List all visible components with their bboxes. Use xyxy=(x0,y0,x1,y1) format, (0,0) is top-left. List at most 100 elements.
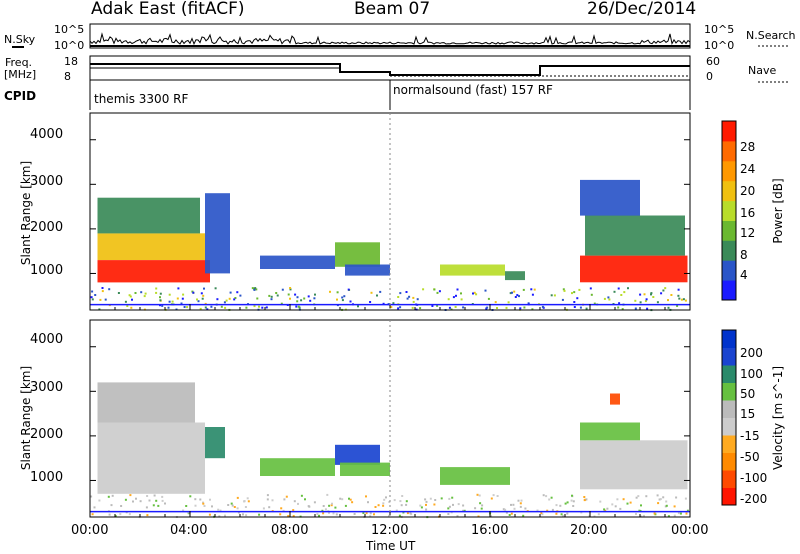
power-speckle xyxy=(473,291,476,294)
power-speckle xyxy=(159,292,162,295)
velocity-colorbar-cell xyxy=(722,365,736,383)
velocity-speckle xyxy=(318,514,320,517)
power-speckle xyxy=(682,298,685,301)
power-cb-tick-4: 4 xyxy=(740,268,748,282)
power-speckle xyxy=(634,307,637,310)
velocity-speckle xyxy=(566,501,569,504)
velocity-speckle xyxy=(657,502,660,505)
velocity-speckle xyxy=(659,498,662,501)
power-speckle xyxy=(456,288,459,291)
velocity-speckle xyxy=(194,504,197,507)
velocity-speckle xyxy=(268,506,271,509)
power-speckle xyxy=(98,308,101,311)
velocity-speckle xyxy=(283,498,286,501)
power-speckle xyxy=(511,291,513,294)
velocity-cb-tick-15: 15 xyxy=(740,407,756,421)
velocity-speckle xyxy=(132,500,134,503)
power-speckle xyxy=(108,288,111,291)
velocity-region-6 xyxy=(440,467,510,485)
power-speckle xyxy=(585,307,588,310)
velocity-speckle xyxy=(604,509,607,512)
power-speckle xyxy=(254,287,257,290)
power-region-6 xyxy=(345,264,390,276)
velocity-colorbar-cell xyxy=(722,400,736,418)
velocity-speckle xyxy=(322,505,325,507)
power-speckle xyxy=(571,292,573,295)
velocity-speckle xyxy=(328,511,330,514)
velocity-speckle xyxy=(540,511,543,514)
power-speckle xyxy=(397,307,400,310)
power-speckle xyxy=(168,300,171,303)
power-speckle xyxy=(680,298,683,301)
velocity-speckle xyxy=(367,501,369,504)
velocity-speckle xyxy=(244,506,247,508)
velocity-speckle xyxy=(230,502,233,505)
velocity-speckle xyxy=(199,498,202,501)
velocity-colorbar-label: Velocity [m s^-1] xyxy=(771,365,785,471)
power-speckle xyxy=(126,305,129,307)
velocity-speckle xyxy=(202,502,205,505)
power-cb-tick-24: 24 xyxy=(740,162,756,176)
power-y-axis-label: Slant Range [km] xyxy=(19,160,33,266)
velocity-speckle xyxy=(546,509,549,512)
velocity-speckle xyxy=(684,497,687,500)
power-speckle xyxy=(216,298,219,301)
velocity-speckle xyxy=(406,512,409,515)
velocity-speckle xyxy=(673,514,676,517)
velocity-speckle xyxy=(182,509,185,512)
velocity-y-tick-1000: 1000 xyxy=(30,470,64,485)
power-speckle xyxy=(406,297,409,300)
velocity-speckle xyxy=(585,498,588,501)
power-speckle xyxy=(236,291,239,294)
velocity-speckle xyxy=(434,499,437,501)
power-region-8 xyxy=(505,271,525,281)
power-speckle xyxy=(448,306,451,309)
velocity-colorbar-cell xyxy=(722,382,736,401)
velocity-speckle xyxy=(635,513,637,515)
velocity-speckle xyxy=(148,499,151,502)
velocity-speckle xyxy=(555,512,558,515)
power-speckle xyxy=(613,290,616,293)
velocity-speckle xyxy=(448,497,451,500)
power-speckle xyxy=(639,293,642,296)
velocity-speckle xyxy=(335,513,338,516)
velocity-speckle xyxy=(227,504,230,506)
power-speckle xyxy=(523,306,526,309)
power-speckle xyxy=(239,294,242,297)
power-speckle xyxy=(253,288,256,291)
power-speckle xyxy=(645,298,648,301)
velocity-speckle xyxy=(583,496,586,498)
power-speckle xyxy=(486,306,489,309)
velocity-speckle xyxy=(425,503,427,506)
velocity-speckle xyxy=(388,501,391,503)
date-title: 26/Dec/2014 xyxy=(587,0,697,19)
freq-tick-top: 18 xyxy=(64,55,78,68)
velocity-colorbar-cell xyxy=(722,487,736,506)
velocity-speckle xyxy=(536,509,539,512)
velocity-colorbar-cell xyxy=(722,452,736,471)
power-speckle xyxy=(295,305,298,308)
power-speckle xyxy=(678,297,681,300)
velocity-cb-tick-m200: -200 xyxy=(740,492,768,506)
velocity-speckle xyxy=(457,503,460,506)
power-speckle xyxy=(462,306,465,309)
power-speckle xyxy=(533,288,536,291)
power-speckle xyxy=(180,302,183,305)
power-speckle xyxy=(341,299,344,302)
power-region-0 xyxy=(97,260,210,283)
velocity-speckle xyxy=(524,507,527,510)
velocity-speckle xyxy=(463,509,466,512)
power-speckle xyxy=(579,306,582,309)
power-speckle xyxy=(578,288,581,291)
power-speckle xyxy=(416,298,419,301)
velocity-speckle xyxy=(560,513,563,516)
power-speckle xyxy=(183,306,186,308)
velocity-speckle xyxy=(474,507,477,510)
velocity-speckle xyxy=(110,504,113,507)
velocity-speckle xyxy=(517,499,520,502)
x-tick-0400: 04:00 xyxy=(170,523,208,538)
power-speckle xyxy=(289,297,291,300)
velocity-speckle xyxy=(231,504,234,507)
power-speckle xyxy=(660,292,663,295)
velocity-speckle xyxy=(685,512,688,515)
